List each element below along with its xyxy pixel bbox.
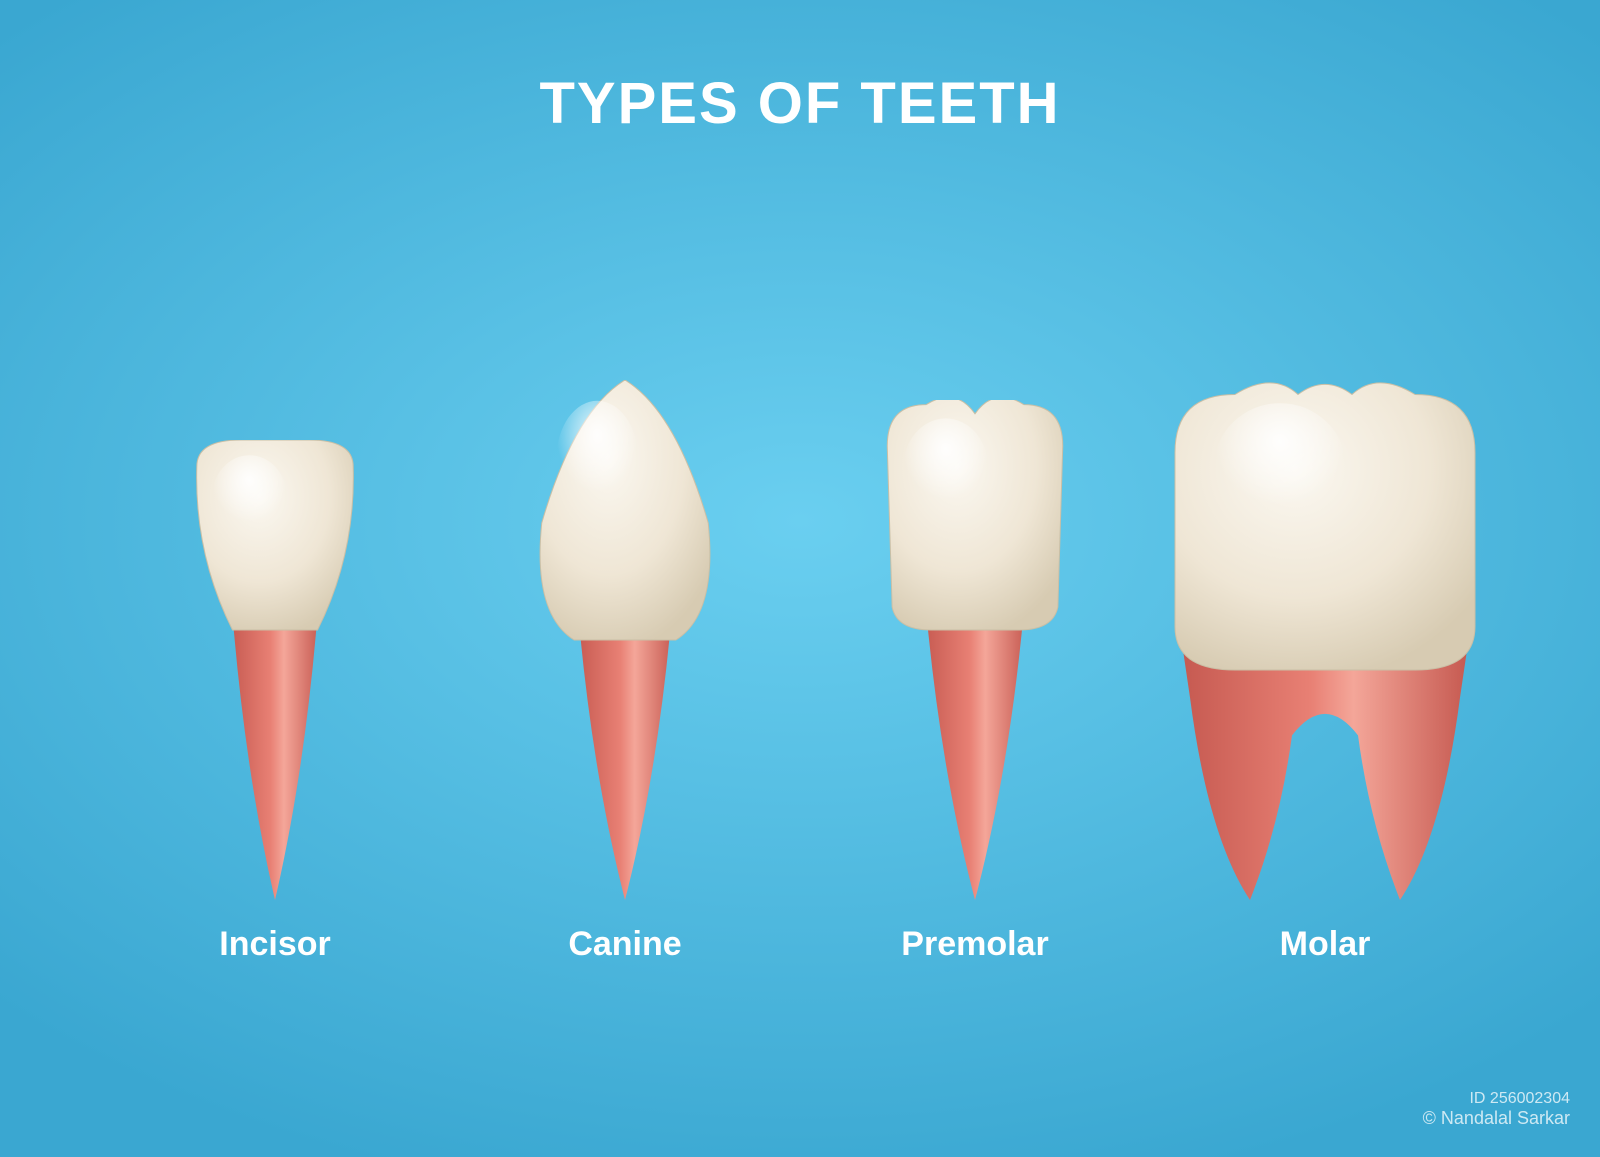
tooth-label-molar: Molar xyxy=(1150,925,1500,964)
tooth-highlight xyxy=(903,418,989,519)
tooth-highlight xyxy=(212,455,287,539)
tooth-incisor xyxy=(115,440,435,900)
tooth-label-incisor: Incisor xyxy=(100,925,450,964)
tooth-root xyxy=(923,598,1026,900)
tooth-label-canine: Canine xyxy=(450,925,800,964)
tooth-premolar xyxy=(815,400,1135,900)
teeth-row xyxy=(100,280,1500,900)
infographic-canvas: TYPES OF TEETH xyxy=(0,0,1600,1157)
tooth-molar xyxy=(1165,380,1485,900)
tooth-highlight xyxy=(1214,403,1346,531)
tooth-canine xyxy=(465,380,785,900)
tooth-column-premolar xyxy=(815,280,1135,900)
tooth-label-premolar: Premolar xyxy=(800,925,1150,964)
attribution: ID 256002304 © Nandalal Sarkar xyxy=(1423,1090,1570,1129)
labels-row: IncisorCaninePremolarMolar xyxy=(100,925,1500,964)
tooth-highlight xyxy=(557,401,638,515)
tooth-root xyxy=(576,605,674,900)
tooth-column-canine xyxy=(465,280,785,900)
tooth-column-incisor xyxy=(115,280,435,900)
tooth-column-molar xyxy=(1165,280,1485,900)
tooth-root xyxy=(230,601,320,900)
image-id-text: ID 256002304 xyxy=(1423,1090,1570,1108)
main-title: TYPES OF TEETH xyxy=(0,70,1600,137)
author-text: © Nandalal Sarkar xyxy=(1423,1108,1570,1129)
